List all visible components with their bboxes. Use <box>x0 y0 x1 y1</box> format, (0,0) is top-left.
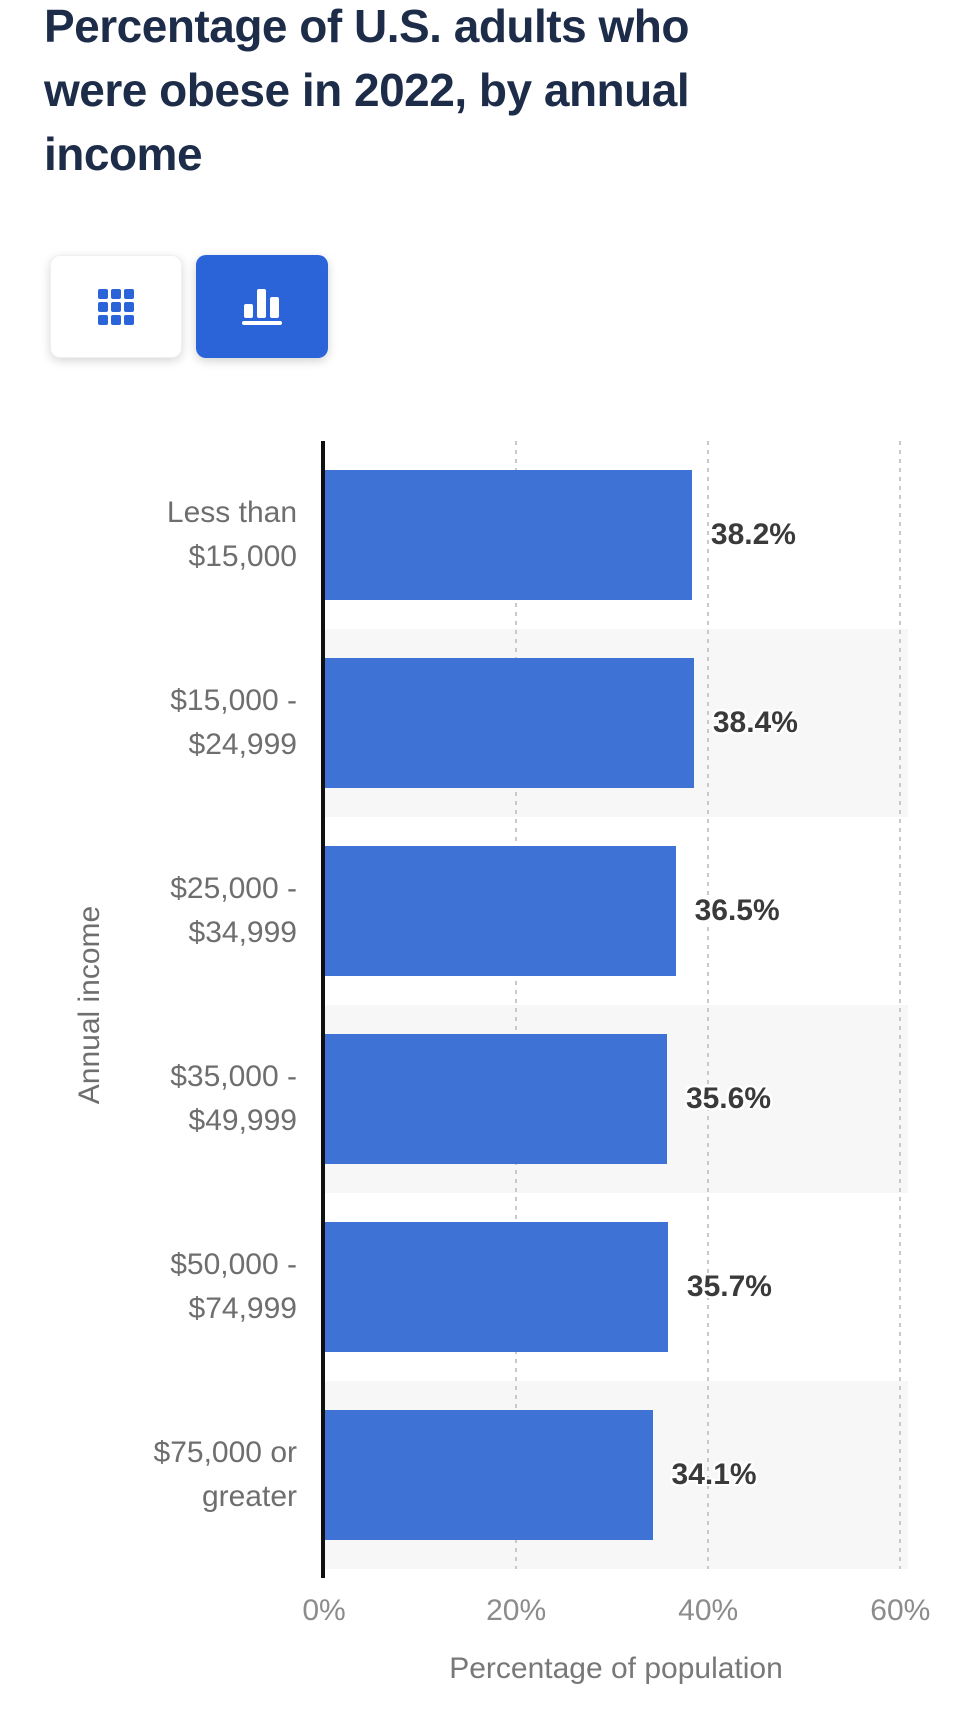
category-label: $50,000 - $74,999 <box>170 1248 297 1325</box>
category-label: $75,000 or greater <box>153 1436 297 1513</box>
chart-view-button[interactable] <box>196 255 328 358</box>
value-label: 36.5% <box>694 894 780 927</box>
bar-6[interactable] <box>325 1410 653 1540</box>
x-tick-label: 40% <box>678 1594 739 1627</box>
bar-4[interactable] <box>325 1034 667 1164</box>
value-label: 34.1% <box>671 1458 757 1491</box>
x-tick-label: 0% <box>302 1594 346 1627</box>
x-axis-ticks: 0% 20% 40% 60% <box>302 1594 930 1632</box>
bar-5[interactable] <box>325 1222 668 1352</box>
bar-3[interactable] <box>325 846 676 976</box>
x-axis-title: Percentage of population <box>449 1652 783 1685</box>
gridline <box>515 441 518 1569</box>
value-label: 38.2% <box>710 518 796 551</box>
x-tick-label: 60% <box>870 1594 931 1627</box>
category-label: Less than $15,000 <box>166 496 297 573</box>
value-label: 35.7% <box>686 1270 772 1303</box>
plot-area <box>324 441 908 1569</box>
category-label: $35,000 - $49,999 <box>170 1060 297 1137</box>
y-axis-line <box>321 441 325 1578</box>
bar-1[interactable] <box>325 470 692 600</box>
bar-chart-icon <box>242 288 282 325</box>
bar-2[interactable] <box>325 658 694 788</box>
gridline <box>707 441 710 1569</box>
category-label: $15,000 - $24,999 <box>170 684 297 761</box>
category-label: $25,000 - $34,999 <box>170 872 297 949</box>
value-label: 35.6% <box>685 1082 772 1115</box>
page-title: Percentage of U.S. adults who were obese… <box>44 0 690 180</box>
gridline <box>899 441 902 1569</box>
value-label: 38.4% <box>712 706 798 739</box>
x-tick-label: 20% <box>486 1594 547 1627</box>
table-grid-icon <box>98 288 134 325</box>
table-view-button[interactable] <box>50 255 182 358</box>
